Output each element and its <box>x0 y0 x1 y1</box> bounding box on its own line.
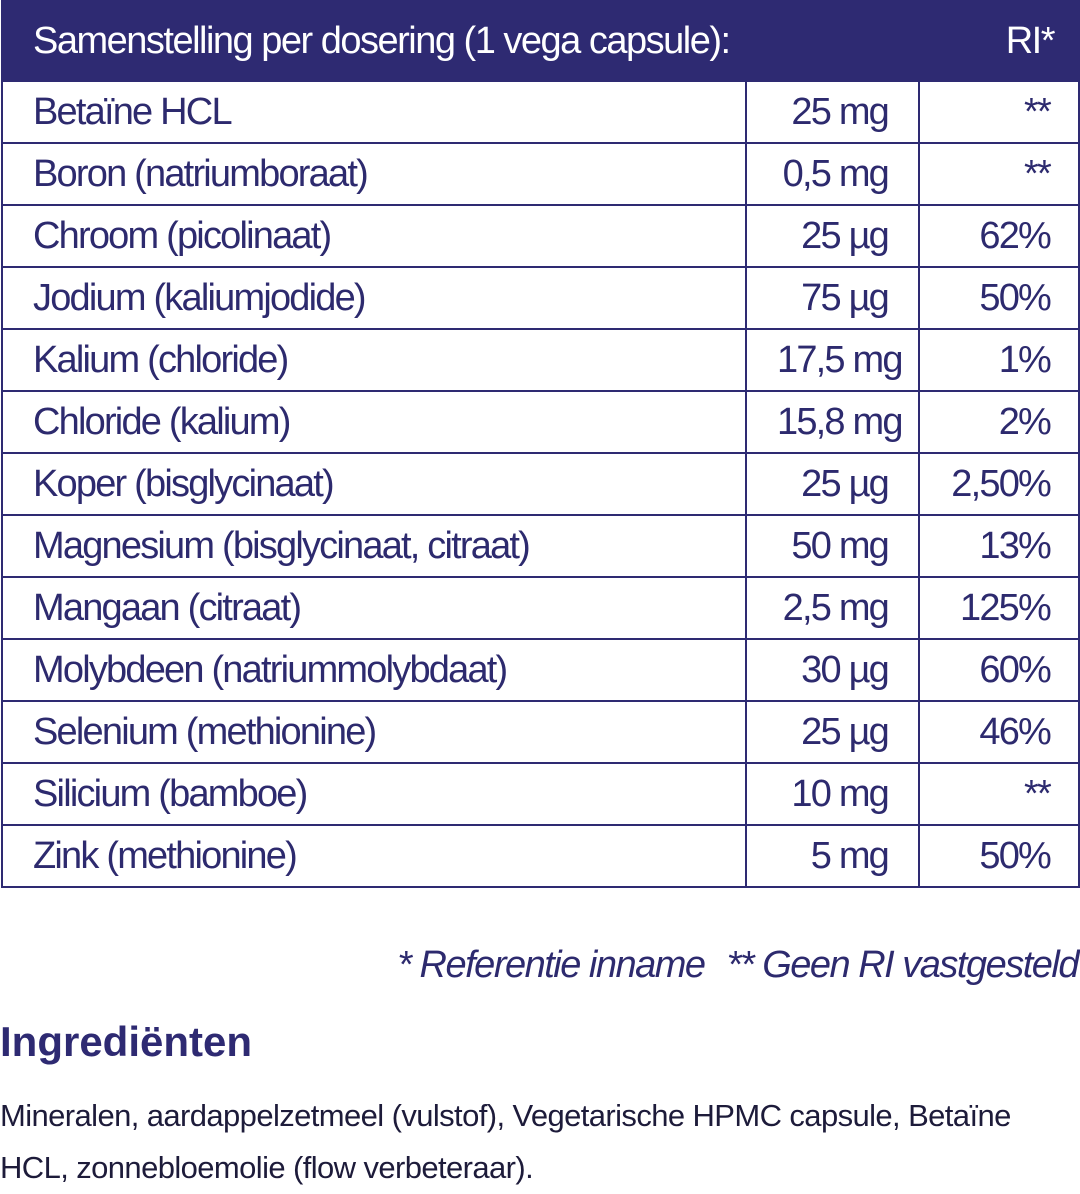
table-cell: Jodium (kaliumjodide) <box>1 266 747 330</box>
table-row: Betaïne HCL 25 mg ** <box>1 80 1080 144</box>
table-cell: 50 mg <box>744 514 921 578</box>
table-row: Mangaan (citraat) 2,5 mg 125% <box>1 576 1080 640</box>
table-cell: 2% <box>918 390 1080 454</box>
table-row: Selenium (methionine) 25 µg 46% <box>1 700 1080 764</box>
composition-table: Samenstelling per dosering (1 vega capsu… <box>0 0 1080 888</box>
table-cell: 2,50% <box>918 452 1080 516</box>
footnote: ** Geen RI vastgesteld <box>726 944 1080 986</box>
table-row: Magnesium (bisglycinaat, citraat) 50 mg 13… <box>1 514 1080 578</box>
table-cell: Mangaan (citraat) <box>1 576 747 640</box>
ingredients-text: Mineralen, aardappelzetmeel (vulstof), V… <box>0 1098 1011 1185</box>
table-cell: ** <box>918 142 1080 206</box>
table-cell: ** <box>918 762 1080 826</box>
table-cell: 25 µg <box>744 204 921 268</box>
table-row: Koper (bisglycinaat) 25 µg 2,50% <box>1 452 1080 516</box>
table-cell: 62% <box>918 204 1080 268</box>
table-cell: 5 mg <box>744 824 921 888</box>
table-header: Samenstelling per dosering (1 vega capsu… <box>0 0 1080 82</box>
table-cell: Zink (methionine) <box>1 824 747 888</box>
table-cell: 50% <box>918 266 1080 330</box>
table-row: Molybdeen (natriummolybdaat) 30 µg 60% <box>1 638 1080 702</box>
table-row: Silicium (bamboe) 10 mg ** <box>1 762 1080 826</box>
header-row: Samenstelling per dosering (1 vega capsu… <box>0 0 1080 82</box>
section-title: Ingrediënten <box>0 1018 253 1065</box>
table-cell: 1% <box>918 328 1080 392</box>
table-cell: 25 µg <box>744 452 921 516</box>
table-body: Betaïne HCL 25 mg ** Boron (natriumboraat) 0… <box>1 80 1080 888</box>
table-cell: Betaïne HCL <box>1 80 747 144</box>
table-cell: 13% <box>918 514 1080 578</box>
table-cell: 10 mg <box>744 762 921 826</box>
table-cell: Koper (bisglycinaat) <box>1 452 747 516</box>
table-cell: Magnesium (bisglycinaat, citraat) <box>1 514 747 578</box>
table-row: Kalium (chloride) 17,5 mg 1% <box>1 328 1080 392</box>
table-row: Chroom (picolinaat) 25 µg 62% <box>1 204 1080 268</box>
table-cell: Molybdeen (natriummolybdaat) <box>1 638 747 702</box>
table-cell: 25 µg <box>744 700 921 764</box>
table-cell: 125% <box>918 576 1080 640</box>
table-cell: ** <box>918 80 1080 144</box>
table-cell: Chroom (picolinaat) <box>1 204 747 268</box>
table-cell: Kalium (chloride) <box>1 328 747 392</box>
table-row: Zink (methionine) 5 mg 50% <box>1 824 1080 888</box>
table-cell: 46% <box>918 700 1080 764</box>
table-cell: Silicium (bamboe) <box>1 762 747 826</box>
table-cell: 25 mg <box>744 80 921 144</box>
header-cell: RI* <box>918 0 1080 82</box>
footnotes: * Referentie inname ** Geen RI vastgestel… <box>397 944 1080 987</box>
table-row: Jodium (kaliumjodide) 75 µg 50% <box>1 266 1080 330</box>
table-cell: 75 µg <box>744 266 921 330</box>
table-row: Boron (natriumboraat) 0,5 mg ** <box>1 142 1080 206</box>
table-cell: Boron (natriumboraat) <box>1 142 747 206</box>
table-cell: Selenium (methionine) <box>1 700 747 764</box>
table-cell: 30 µg <box>744 638 921 702</box>
table-cell: 17,5 mg <box>744 328 921 392</box>
table-row: Chloride (kalium) 15,8 mg 2% <box>1 390 1080 454</box>
footnote: * Referentie inname <box>397 944 706 986</box>
table-cell: 50% <box>918 824 1080 888</box>
table-cell: 15,8 mg <box>744 390 921 454</box>
table-cell: 60% <box>918 638 1080 702</box>
table-cell: 2,5 mg <box>744 576 921 640</box>
header-cell: Samenstelling per dosering (1 vega capsu… <box>0 0 921 82</box>
table-cell: 0,5 mg <box>744 142 921 206</box>
table-cell: Chloride (kalium) <box>1 390 747 454</box>
